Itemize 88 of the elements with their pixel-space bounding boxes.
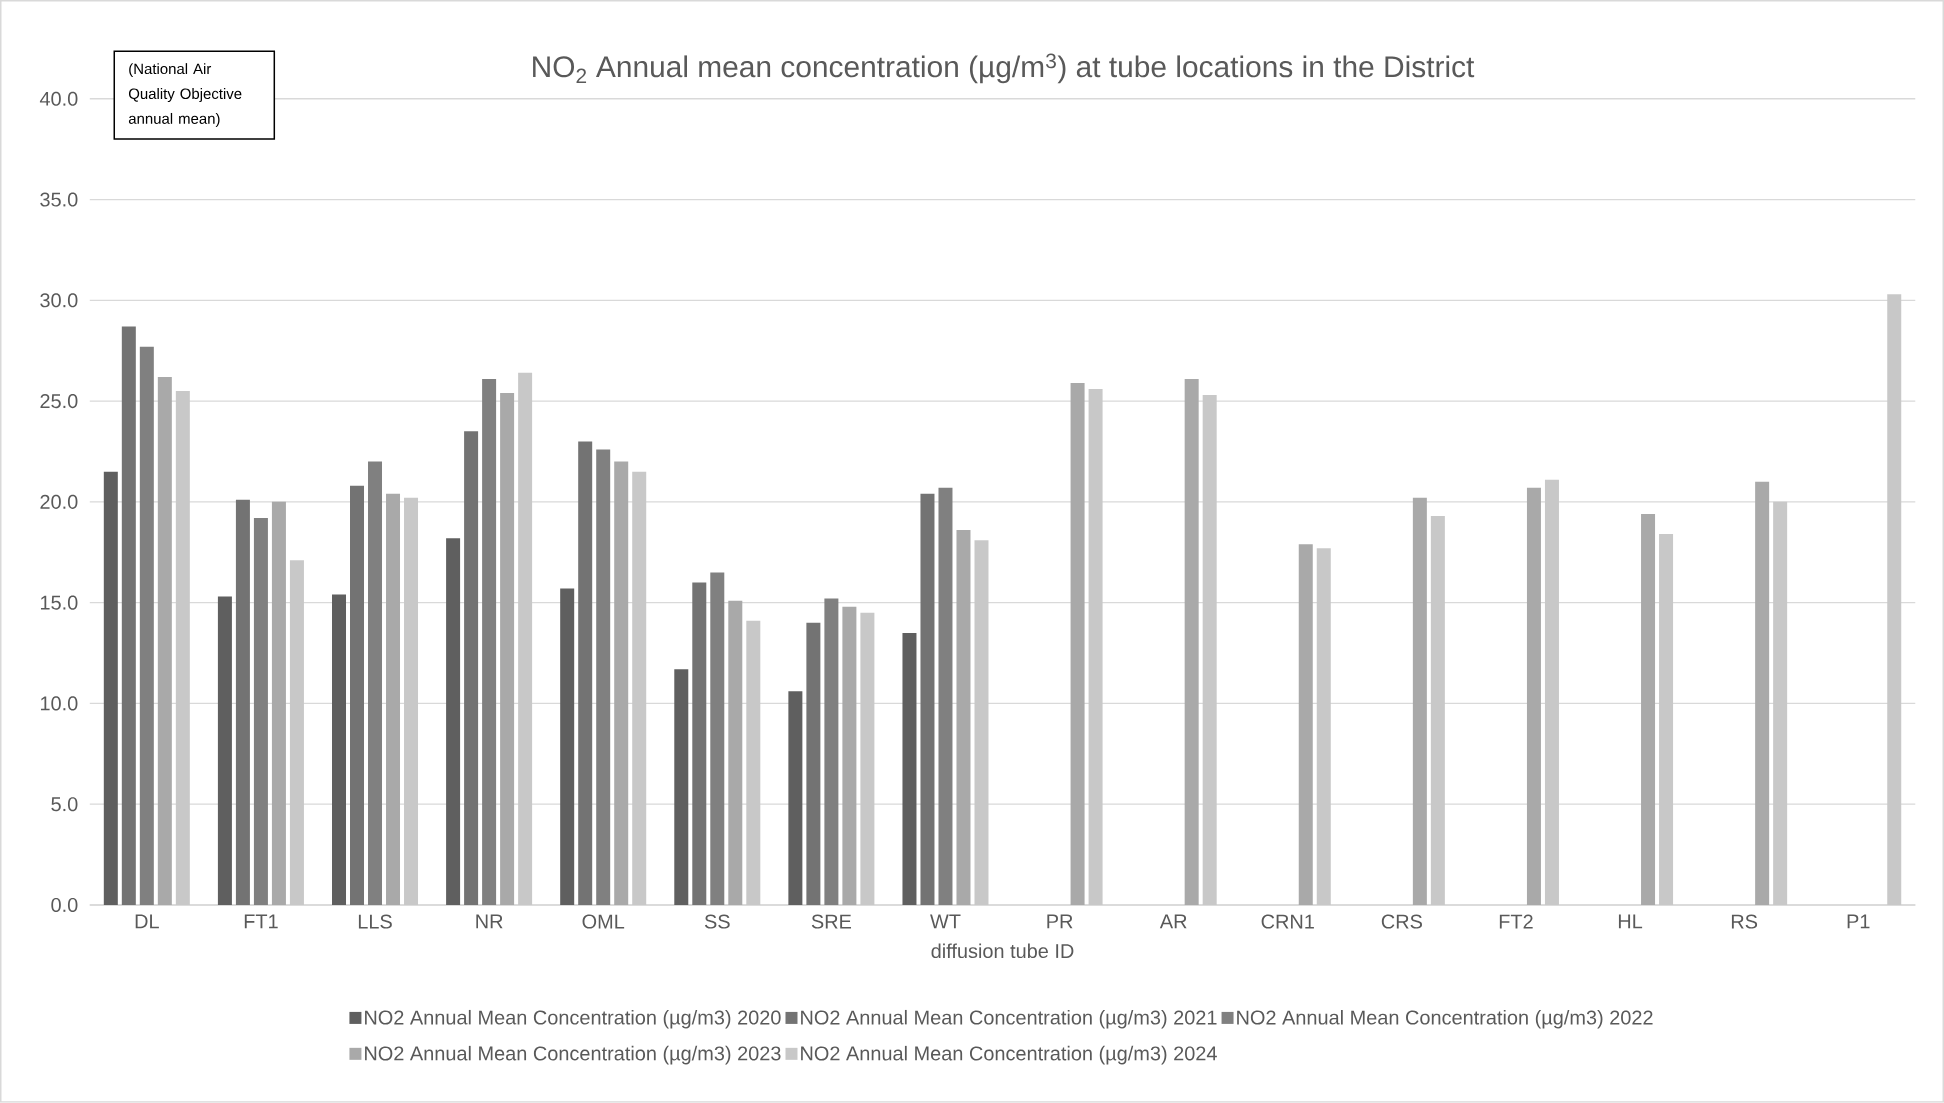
x-tick-label: DL [135,914,159,929]
bar [404,497,419,906]
legend-label: NO2 Annual Mean Concentration (µg/m3) 2020 [365,1010,781,1029]
bar [860,612,875,906]
y-tick-label: 15.0 [40,595,78,610]
bar [139,346,154,906]
bar [175,391,190,906]
x-tick-label: PR [1047,914,1073,929]
legend-label: NO2 Annual Mean Concentration (µg/m3) 2022 [1237,1010,1653,1029]
bar [1755,481,1770,906]
bar [824,598,839,906]
bar [842,606,857,906]
bar [332,594,346,906]
bar [386,493,401,906]
bar [1641,514,1656,906]
bar [1544,479,1559,906]
y-tick-label: 25.0 [40,394,78,409]
x-tick-label: SRE [811,914,852,929]
bar [614,461,629,906]
bar [1773,501,1788,906]
bar [1430,516,1445,906]
bar [902,632,917,906]
bar [157,377,172,906]
x-tick-label: AR [1159,914,1187,929]
x-tick-label: HL [1618,914,1643,929]
bar [464,431,479,906]
bar [1184,379,1199,906]
bar [368,461,383,906]
bar [253,518,268,906]
bar [289,560,304,906]
bar [938,487,953,906]
x-tick-label: NR [476,914,503,929]
bar [350,485,365,906]
bar [920,493,935,906]
bar [518,372,533,906]
bar [746,620,761,906]
bar [788,691,803,906]
bar [217,596,232,906]
bar [103,471,118,906]
legend-label: NO2 Annual Mean Concentration (µg/m3) 2023 [365,1045,781,1065]
bar [632,471,647,906]
x-tick-label: CRN1 [1261,914,1314,929]
x-axis-title: diffusion tube ID [931,943,1074,959]
bar [974,540,989,906]
bar [1088,389,1103,906]
y-tick-label: 10.0 [40,696,78,711]
bar [692,582,707,906]
x-tick-label: SS [704,914,730,929]
x-tick-label: FT2 [1499,914,1533,929]
bar [1412,497,1427,906]
bar [560,588,575,906]
bar [806,622,821,906]
x-tick-label: LLS [358,914,392,929]
y-tick-label: 20.0 [40,494,78,510]
bar [121,326,136,906]
bar [710,572,725,906]
chart-title: NO$_{2}$ Annual mean concentration (µg/m$^{3}$) at tube locations in the District [533,53,1475,84]
bar [500,393,515,906]
bar [1202,395,1217,906]
bar [1659,534,1674,906]
bar [446,538,461,906]
bar [956,530,971,906]
x-tick-label: FT1 [244,914,278,929]
x-tick-label: CRS [1381,914,1422,929]
x-tick-label: RS [1731,914,1758,929]
bar [728,600,743,906]
bar [674,669,689,906]
bar [578,441,593,906]
y-tick-label: 35.0 [40,192,78,207]
bar [596,449,611,906]
bar [1526,487,1541,906]
bar [235,499,250,906]
y-tick-label: 40.0 [39,91,78,106]
bar [1298,544,1313,906]
bar [482,379,497,906]
bar [1316,548,1331,906]
y-tick-label: 5.0 [51,797,78,812]
bar [1070,383,1085,906]
y-tick-label: 0.0 [51,898,78,913]
y-tick-label: 30.0 [40,293,78,308]
legend-label: NO2 Annual Mean Concentration (µg/m3) 2021 [801,1010,1217,1029]
bar [271,501,286,906]
x-tick-label: P1 [1847,914,1870,929]
x-tick-label: WT [930,914,961,929]
bar [1887,294,1902,906]
annotation: (National Air Quality Objective annual mean) [128,63,242,127]
legend-label: NO2 Annual Mean Concentration (µg/m3) 2024 [801,1045,1217,1065]
x-tick-label: OML [582,914,625,929]
